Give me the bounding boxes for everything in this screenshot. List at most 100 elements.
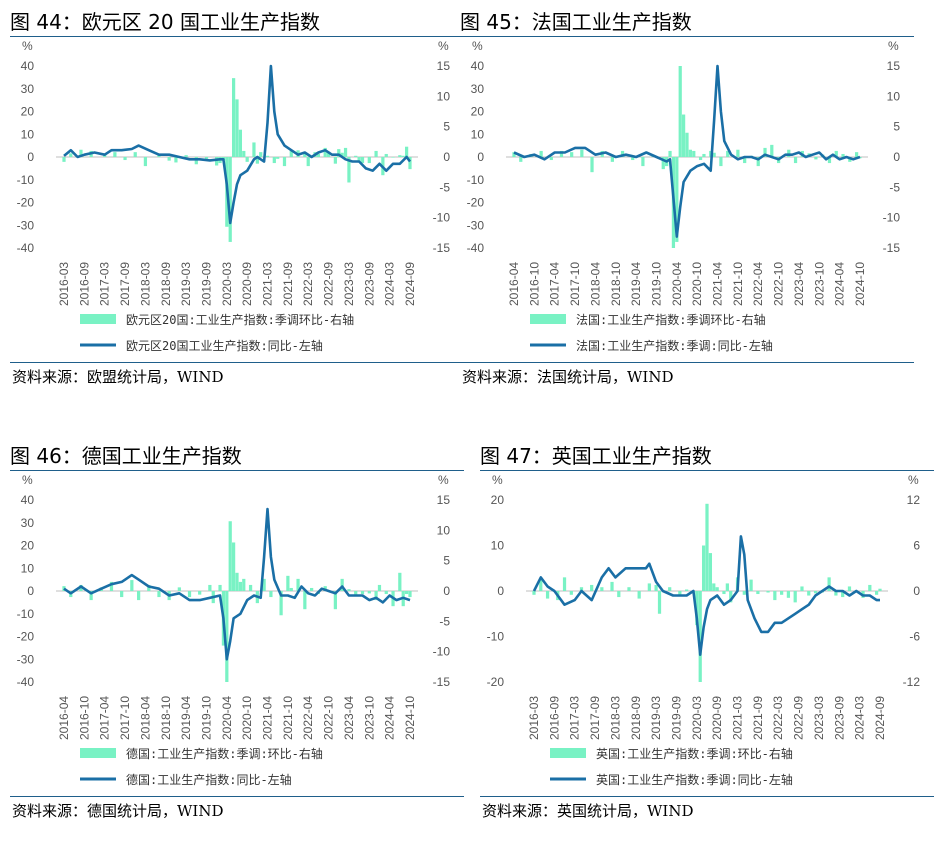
x-tick-label: 2020-03 (690, 696, 704, 740)
bar (773, 591, 777, 601)
bar (827, 577, 831, 591)
chart-panel-eurozone: 图 44：欧元区 20 国工业生产指数 %% 40 30 20 10 0 -10 -20 -30… (0, 0, 470, 415)
legend-swatch-bar (80, 314, 116, 324)
right-tick-label: 15 (887, 59, 901, 73)
bar (177, 587, 181, 591)
bar (685, 589, 689, 591)
x-tick-label: 2016-09 (77, 262, 91, 306)
left-tick-label: 40 (21, 493, 35, 507)
x-tick-label: 2021-04 (261, 696, 275, 740)
bar (580, 149, 584, 157)
bar (519, 157, 523, 162)
x-tick-label: 2024-03 (853, 696, 867, 740)
source-note: 资料来源：欧盟统计局，WIND (12, 368, 224, 386)
legend-label: 欧元区20国:工业生产指数:季调环比-右轴 (126, 312, 354, 327)
right-tick-label: -5 (889, 180, 900, 194)
x-tick-label: 2024-04 (383, 696, 397, 740)
chart-area: % % 20 10 0 -10 -20 12 6 0 -6 -12 2016-03 2016-09 2017… (487, 473, 921, 787)
left-tick-label: -10 (467, 173, 485, 187)
bar (729, 591, 733, 603)
x-tick-label: 2024-10 (403, 696, 417, 740)
bar (793, 157, 798, 164)
right-tick-label: 5 (443, 120, 450, 134)
legend-label: 德国:工业生产指数:同比-左轴 (126, 772, 292, 787)
bar (600, 587, 604, 591)
bar (641, 157, 645, 167)
bar (878, 588, 882, 591)
chart-area: % % 40 30 20 10 0 -10 -20 -30 -40 15 10 5 0 -5 -10 -15 201… (17, 473, 451, 787)
series-line (63, 64, 412, 225)
bar (559, 150, 564, 157)
bar (208, 584, 212, 591)
left-axis-unit: % (492, 473, 503, 487)
left-tick-label: 10 (21, 127, 35, 141)
x-tick-label: 2021-04 (711, 262, 725, 306)
left-tick-label: -20 (487, 675, 505, 689)
left-tick-label: 20 (21, 539, 35, 553)
bar (340, 578, 344, 591)
chart-area: % % 40 30 20 10 0 -10 -20 -30 -40 15 10 5 0 -5 -10 -15 201… (467, 39, 901, 353)
source-divider (460, 362, 914, 363)
x-tick-label: 2017-03 (568, 696, 582, 740)
bar (562, 577, 567, 591)
left-tick-label: -30 (467, 218, 485, 232)
x-tick-label: 2020-10 (690, 262, 704, 306)
x-tick-label: 2023-10 (362, 696, 376, 740)
right-axis-unit: % (908, 473, 919, 487)
bar (512, 152, 516, 157)
x-tick-label: 2020-09 (710, 696, 724, 740)
chart-panel-germany: 图 46：德国工业生产指数 %% 40 30 20 10 0 -10 -20 -30 -40 15 1… (0, 434, 470, 849)
x-tick-label: 2023-09 (362, 262, 376, 306)
bar (793, 591, 797, 603)
bar (545, 591, 550, 599)
bar (834, 591, 838, 596)
bar (813, 591, 818, 594)
bar (255, 157, 259, 164)
left-tick-label: 10 (491, 539, 505, 553)
right-tick-label: -15 (883, 241, 901, 255)
bar (590, 584, 594, 591)
source-divider (480, 796, 934, 797)
left-tick-label: 0 (477, 150, 484, 164)
bar (631, 157, 635, 161)
bar (678, 66, 682, 157)
bar (787, 149, 791, 157)
x-tick-label: 2022-10 (772, 262, 786, 306)
right-tick-label: 0 (893, 150, 900, 164)
series-line (532, 535, 880, 656)
bar (398, 572, 402, 591)
bar (749, 579, 753, 591)
x-tick-label: 2017-03 (98, 262, 112, 306)
bar (248, 584, 253, 591)
bar (742, 591, 746, 595)
x-tick-label: 2018-10 (159, 696, 173, 740)
x-tick-label: 2019-09 (199, 262, 213, 306)
bar (657, 591, 662, 614)
x-tick-label: 2023-10 (812, 262, 826, 306)
bar (401, 155, 405, 157)
x-tick-label: 2021-10 (281, 696, 295, 740)
right-tick-label: -5 (439, 614, 450, 628)
bar (668, 150, 672, 157)
bar (726, 150, 730, 157)
right-axis-unit: % (438, 473, 449, 487)
bar (109, 581, 114, 591)
x-tick-label: 2022-04 (751, 262, 765, 306)
bar (130, 580, 134, 591)
panel-title: 图 44：欧元区 20 国工业生产指数 (10, 10, 320, 34)
bar (235, 572, 239, 591)
bar (408, 591, 412, 598)
right-tick-label: 0 (913, 584, 920, 598)
bar (736, 149, 740, 157)
bar (228, 157, 232, 242)
x-tick-label: 2017-10 (568, 262, 582, 306)
x-tick-label: 2020-03 (220, 262, 234, 306)
bar (360, 591, 365, 595)
bar (357, 157, 361, 162)
x-tick-label: 2019-04 (629, 262, 643, 306)
x-tick-label: 2021-10 (731, 262, 745, 306)
bar (847, 586, 852, 591)
left-tick-label: 10 (471, 127, 485, 141)
bar (374, 591, 378, 601)
bar (786, 591, 791, 598)
